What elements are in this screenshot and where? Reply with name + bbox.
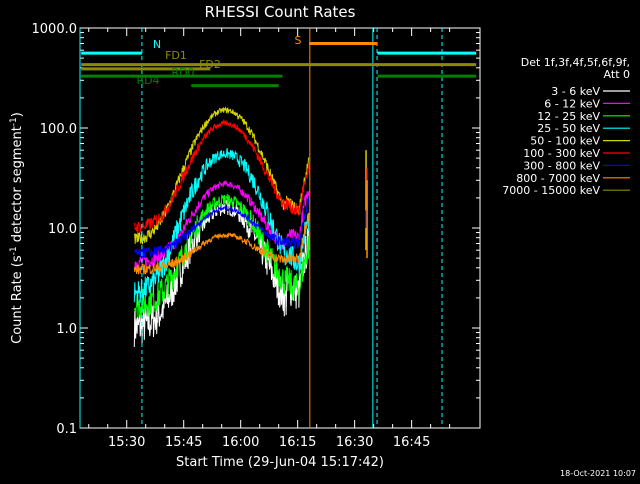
footer-date: 18-Oct-2021 10:07 xyxy=(560,469,636,478)
flag-label-n: N xyxy=(153,38,161,51)
x-axis-label: Start Time (29-Jun-04 15:17:42) xyxy=(176,455,384,470)
series-line-3 xyxy=(133,148,310,306)
y-tick-label-3: 100.0 xyxy=(40,122,77,137)
series-line-5 xyxy=(133,118,310,235)
legend-label-6: 300 - 800 keV xyxy=(523,159,600,172)
flag-label-fd2: FD2 xyxy=(199,58,221,71)
x-tick-label-4: 16:30 xyxy=(336,435,373,450)
legend-label-7: 800 - 7000 keV xyxy=(516,172,600,185)
legend-label-2: 12 - 25 keV xyxy=(537,110,600,123)
series-line-4 xyxy=(133,106,310,245)
flag-label-rd4: RD4 xyxy=(136,74,159,87)
legend-label-5: 100 - 300 keV xyxy=(523,147,600,160)
x-tick-label-1: 15:45 xyxy=(165,435,202,450)
legend-header-line-2: Att 0 xyxy=(604,68,630,81)
y-axis-label-suffix: ) xyxy=(10,112,25,117)
x-tick-label-5: 16:45 xyxy=(393,435,430,450)
x-tick-label-0: 15:30 xyxy=(108,435,145,450)
legend-label-0: 3 - 6 keV xyxy=(551,85,600,98)
legend-label-4: 50 - 100 keV xyxy=(530,135,600,148)
legend-header-line-1: Det 1f,3f,4f,5f,6f,9f, xyxy=(521,56,630,69)
plot-area: 0.1 1.0 10.0 100.0 1000.0 15:30 15:45 16:00 16:1… xyxy=(32,22,481,450)
series-line-6 xyxy=(133,197,310,259)
y-axis-label-sup2: -1 xyxy=(9,117,19,126)
legend-label-8: 7000 - 15000 keV xyxy=(502,184,600,197)
y-axis-label-sup1: -1 xyxy=(9,246,19,255)
legend-label-1: 6 - 12 keV xyxy=(544,97,600,110)
chart-title: RHESSI Count Rates xyxy=(205,3,356,21)
flag-label-rd0: RD0 xyxy=(171,66,194,79)
y-tick-label-1: 1.0 xyxy=(56,322,77,337)
y-axis-label-mid: detector segment xyxy=(10,126,25,246)
flag-label-s: S xyxy=(295,34,302,47)
y-axis-label-prefix: Count Rate (s xyxy=(10,255,25,344)
y-tick-label-4: 1000.0 xyxy=(32,22,78,37)
legend-label-3: 25 - 50 keV xyxy=(537,122,600,135)
y-axis-label: Count Rate (s-1 detector segment-1) xyxy=(9,112,25,344)
y-tick-label-2: 10.0 xyxy=(48,222,77,237)
series-line-7 xyxy=(133,212,310,275)
y-tick-label-0: 0.1 xyxy=(56,422,77,437)
series-line-2 xyxy=(133,194,310,320)
x-tick-label-3: 16:15 xyxy=(279,435,316,450)
legend-header: Det 1f,3f,4f,5f,6f,9f, Att 0 xyxy=(521,56,630,81)
x-tick-label-2: 16:00 xyxy=(222,435,259,450)
flag-label-fd1: FD1 xyxy=(165,49,187,62)
